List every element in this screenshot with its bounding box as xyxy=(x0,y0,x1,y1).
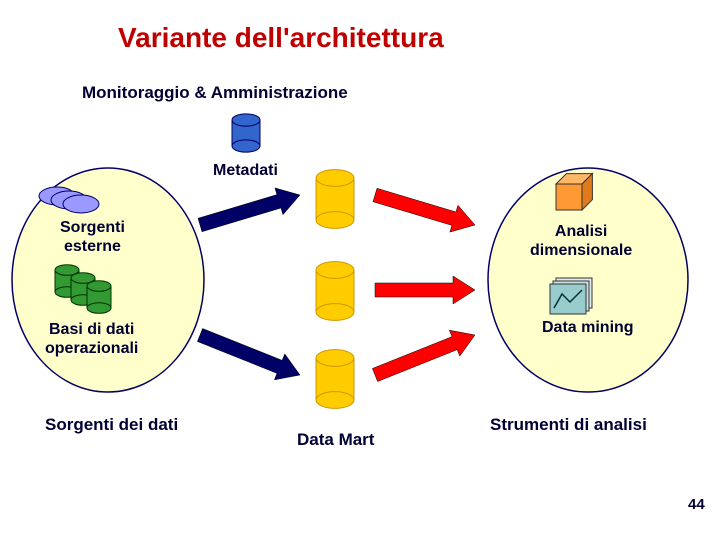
label-analisi: Analisidimensionale xyxy=(530,222,632,260)
label-metadati: Metadati xyxy=(213,161,278,180)
bottom-data-mart: Data Mart xyxy=(297,430,374,450)
bottom-sorgenti-dati: Sorgenti dei dati xyxy=(45,415,178,435)
page-number: 44 xyxy=(688,496,705,513)
diagram-canvas xyxy=(0,0,720,540)
label-basi-dati: Basi di datioperazionali xyxy=(45,320,138,358)
label-sorgenti-esterne: Sorgentiesterne xyxy=(60,218,125,256)
subtitle: Monitoraggio & Amministrazione xyxy=(82,83,348,103)
slide-title: Variante dell'architettura xyxy=(118,22,444,54)
label-data-mining: Data mining xyxy=(542,318,634,337)
bottom-strumenti: Strumenti di analisi xyxy=(490,415,647,435)
